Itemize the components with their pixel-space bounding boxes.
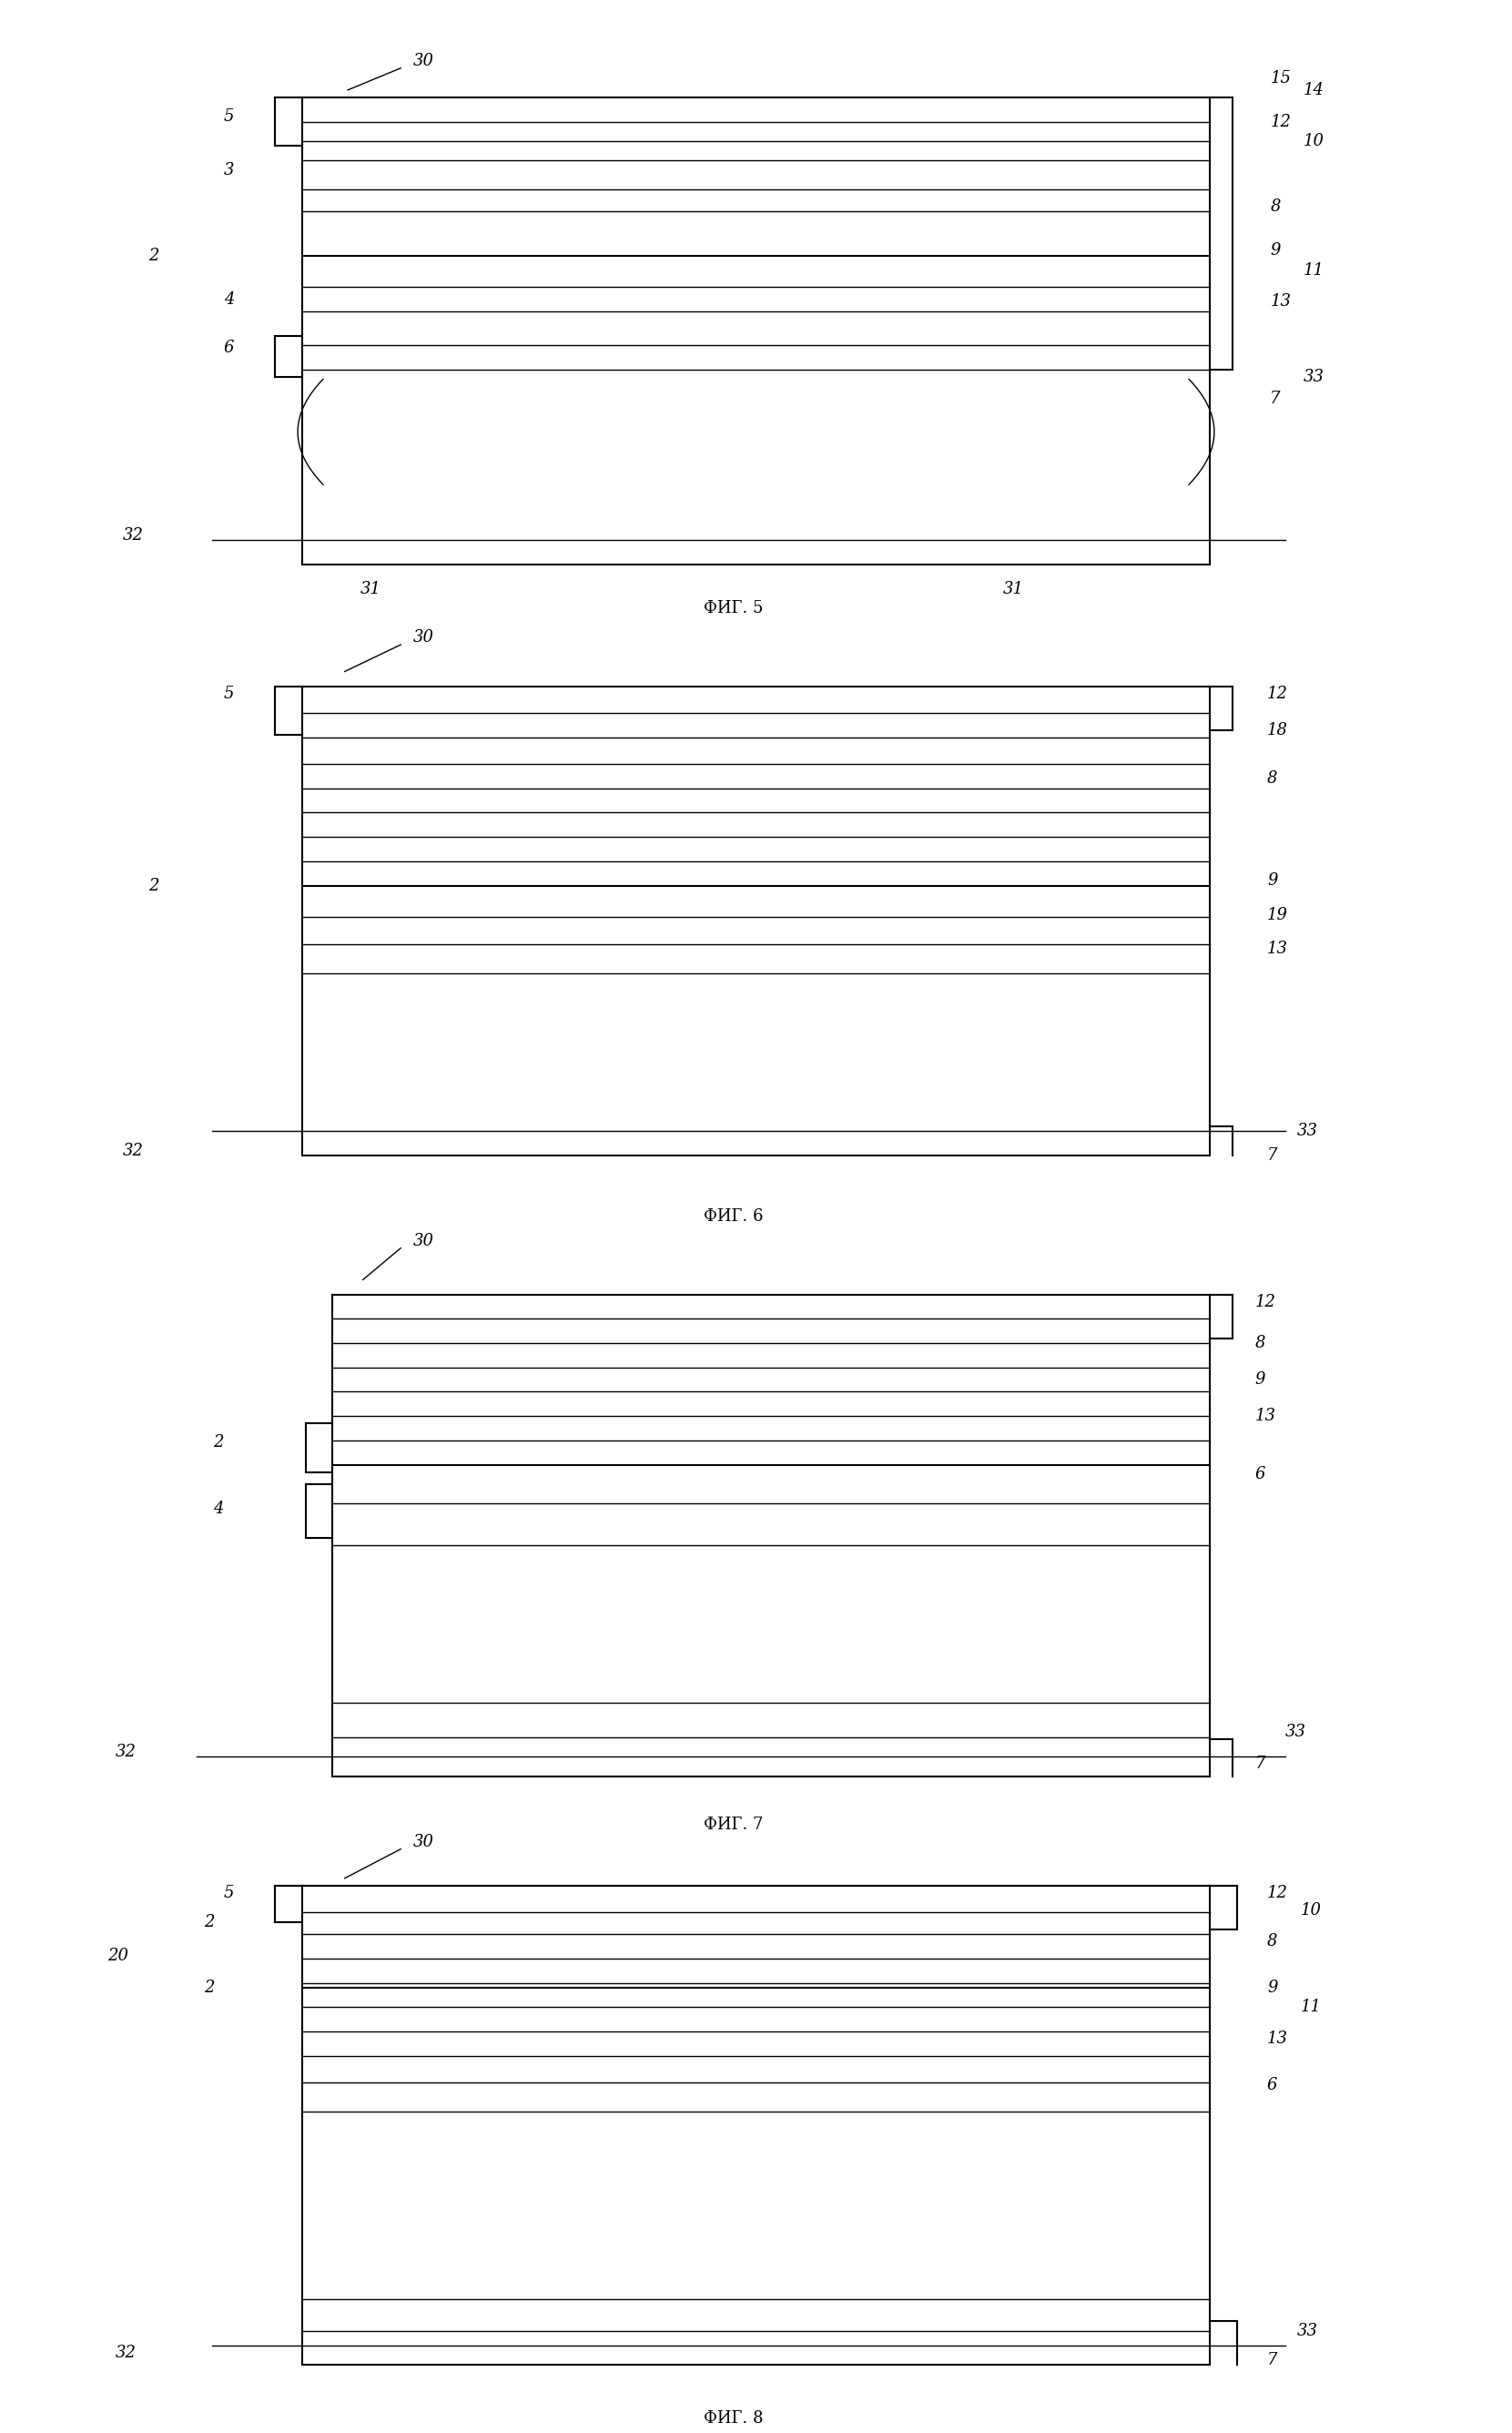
Text: ФИГ. 6: ФИГ. 6: [703, 1209, 764, 1224]
Text: 2: 2: [148, 248, 159, 263]
Text: 7: 7: [1267, 2353, 1278, 2367]
Text: 8: 8: [1270, 200, 1281, 214]
Text: 7: 7: [1255, 1757, 1266, 1771]
Text: 2: 2: [204, 1915, 215, 1929]
Text: ФИГ. 5: ФИГ. 5: [703, 601, 764, 616]
Text: 7: 7: [1270, 392, 1281, 406]
Text: 4: 4: [213, 1501, 224, 1516]
Text: 18: 18: [1267, 723, 1288, 737]
Text: 9: 9: [1267, 1980, 1278, 1995]
Text: 7: 7: [1267, 1148, 1278, 1163]
Text: ФИГ. 7: ФИГ. 7: [703, 1817, 764, 1832]
Text: 13: 13: [1255, 1409, 1276, 1423]
Text: 12: 12: [1270, 114, 1291, 129]
Text: 33: 33: [1297, 1124, 1318, 1139]
Text: 13: 13: [1267, 2032, 1288, 2046]
Text: 12: 12: [1267, 686, 1288, 701]
Text: 2: 2: [148, 878, 159, 893]
Text: 6: 6: [1267, 2078, 1278, 2092]
Text: 9: 9: [1267, 873, 1278, 888]
Text: 8: 8: [1255, 1336, 1266, 1350]
Text: 9: 9: [1255, 1372, 1266, 1387]
Text: 9: 9: [1270, 243, 1281, 258]
Text: 13: 13: [1270, 294, 1291, 309]
Text: 8: 8: [1267, 1934, 1278, 1949]
Text: 20: 20: [107, 1949, 129, 1963]
Text: 30: 30: [413, 1834, 434, 1849]
Text: 12: 12: [1255, 1294, 1276, 1309]
Text: 30: 30: [413, 1234, 434, 1248]
Text: 12: 12: [1267, 1886, 1288, 1900]
Text: 32: 32: [122, 528, 144, 543]
Text: 32: 32: [115, 2345, 136, 2360]
Text: 2: 2: [213, 1435, 224, 1450]
Text: 33: 33: [1297, 2324, 1318, 2338]
Text: 4: 4: [224, 292, 234, 307]
Text: 6: 6: [224, 341, 234, 355]
Text: 31: 31: [1002, 581, 1024, 596]
Text: 10: 10: [1300, 1903, 1321, 1917]
Text: 2: 2: [204, 1980, 215, 1995]
Text: ФИГ. 8: ФИГ. 8: [703, 2411, 764, 2426]
Text: 13: 13: [1267, 942, 1288, 956]
Text: 5: 5: [224, 686, 234, 701]
Text: 11: 11: [1300, 2000, 1321, 2015]
Text: 32: 32: [115, 1744, 136, 1759]
Text: 33: 33: [1303, 370, 1325, 384]
Text: 33: 33: [1285, 1725, 1306, 1740]
Text: 19: 19: [1267, 908, 1288, 922]
Text: 30: 30: [413, 630, 434, 645]
Text: 30: 30: [413, 54, 434, 68]
Text: 11: 11: [1303, 263, 1325, 277]
Text: 6: 6: [1255, 1467, 1266, 1482]
Text: 10: 10: [1303, 134, 1325, 148]
Text: 3: 3: [224, 163, 234, 178]
Text: 5: 5: [224, 109, 234, 124]
Text: 8: 8: [1267, 771, 1278, 786]
Text: 32: 32: [122, 1144, 144, 1158]
Text: 14: 14: [1303, 83, 1325, 97]
Text: 5: 5: [224, 1886, 234, 1900]
Text: 15: 15: [1270, 71, 1291, 85]
Text: 31: 31: [360, 581, 381, 596]
